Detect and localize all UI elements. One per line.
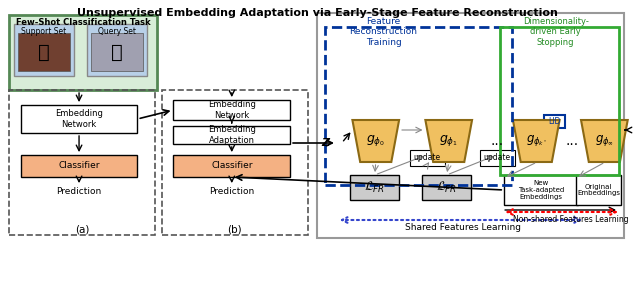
Polygon shape <box>513 120 559 162</box>
Bar <box>14 24 74 76</box>
Bar <box>422 175 471 200</box>
Text: Embedding
Adaptation: Embedding Adaptation <box>208 125 256 145</box>
Polygon shape <box>353 120 399 162</box>
Text: $g_{\phi_{k^*}}$: $g_{\phi_{k^*}}$ <box>525 133 547 148</box>
Text: update: update <box>484 154 511 162</box>
Bar <box>91 33 143 71</box>
Bar <box>317 13 624 238</box>
Text: $g_{\phi_1}$: $g_{\phi_1}$ <box>439 133 458 148</box>
Text: 🐕: 🐕 <box>38 42 50 61</box>
Bar <box>480 150 515 166</box>
Text: Z: Z <box>321 138 329 148</box>
Bar <box>162 90 308 235</box>
Bar <box>173 155 290 177</box>
Text: Non-shared Features Learning: Non-shared Features Learning <box>513 214 628 224</box>
Bar <box>325 27 512 185</box>
Text: Classifier: Classifier <box>58 162 100 170</box>
Bar <box>410 150 445 166</box>
Bar <box>20 155 138 177</box>
Bar <box>9 90 155 235</box>
Bar <box>18 33 70 71</box>
Text: Support Set: Support Set <box>21 27 67 36</box>
Text: 🐈: 🐈 <box>111 42 123 61</box>
Text: Prediction: Prediction <box>56 187 102 197</box>
Text: (b): (b) <box>227 225 242 235</box>
Bar <box>576 175 621 205</box>
Text: Few-Shot Classification Task: Few-Shot Classification Task <box>15 18 150 27</box>
Text: Unsupervised Embedding Adaptation via Early-Stage Feature Reconstruction: Unsupervised Embedding Adaptation via Ea… <box>77 8 558 18</box>
Text: ...: ... <box>491 134 504 148</box>
Text: Embedding
Network: Embedding Network <box>208 100 256 120</box>
Bar <box>20 105 138 133</box>
Text: Query Set: Query Set <box>98 27 136 36</box>
Bar <box>351 175 399 200</box>
Text: $g_{\phi_\infty}$: $g_{\phi_\infty}$ <box>595 133 614 148</box>
Bar <box>500 27 619 175</box>
Text: Embedding
Network: Embedding Network <box>55 109 103 129</box>
Polygon shape <box>581 120 628 162</box>
Bar <box>173 126 290 144</box>
Text: (a): (a) <box>75 225 89 235</box>
Text: $\mathcal{L}_{FR}$: $\mathcal{L}_{FR}$ <box>436 179 458 195</box>
Text: Classifier: Classifier <box>211 162 253 170</box>
Text: Dimensionality-
driven Early
Stopping: Dimensionality- driven Early Stopping <box>523 17 589 47</box>
Text: Feature
Reconstruction
Training: Feature Reconstruction Training <box>349 17 417 47</box>
Text: ...: ... <box>566 134 579 148</box>
Polygon shape <box>426 120 472 162</box>
Text: Prediction: Prediction <box>209 187 255 197</box>
Bar <box>9 15 157 90</box>
Text: LID: LID <box>548 117 561 125</box>
Text: update: update <box>413 154 441 162</box>
Text: $g_{\phi_0}$: $g_{\phi_0}$ <box>366 133 385 148</box>
Bar <box>173 100 290 120</box>
Text: Shared Features Learning: Shared Features Learning <box>405 224 522 232</box>
Bar <box>87 24 147 76</box>
Text: $\mathcal{L}_{FR}$: $\mathcal{L}_{FR}$ <box>364 179 385 195</box>
Text: Original
Embeddings: Original Embeddings <box>577 183 620 197</box>
Bar <box>544 115 566 128</box>
Text: New
Task-adapted
Embeddings: New Task-adapted Embeddings <box>518 180 564 200</box>
Bar <box>504 175 578 205</box>
